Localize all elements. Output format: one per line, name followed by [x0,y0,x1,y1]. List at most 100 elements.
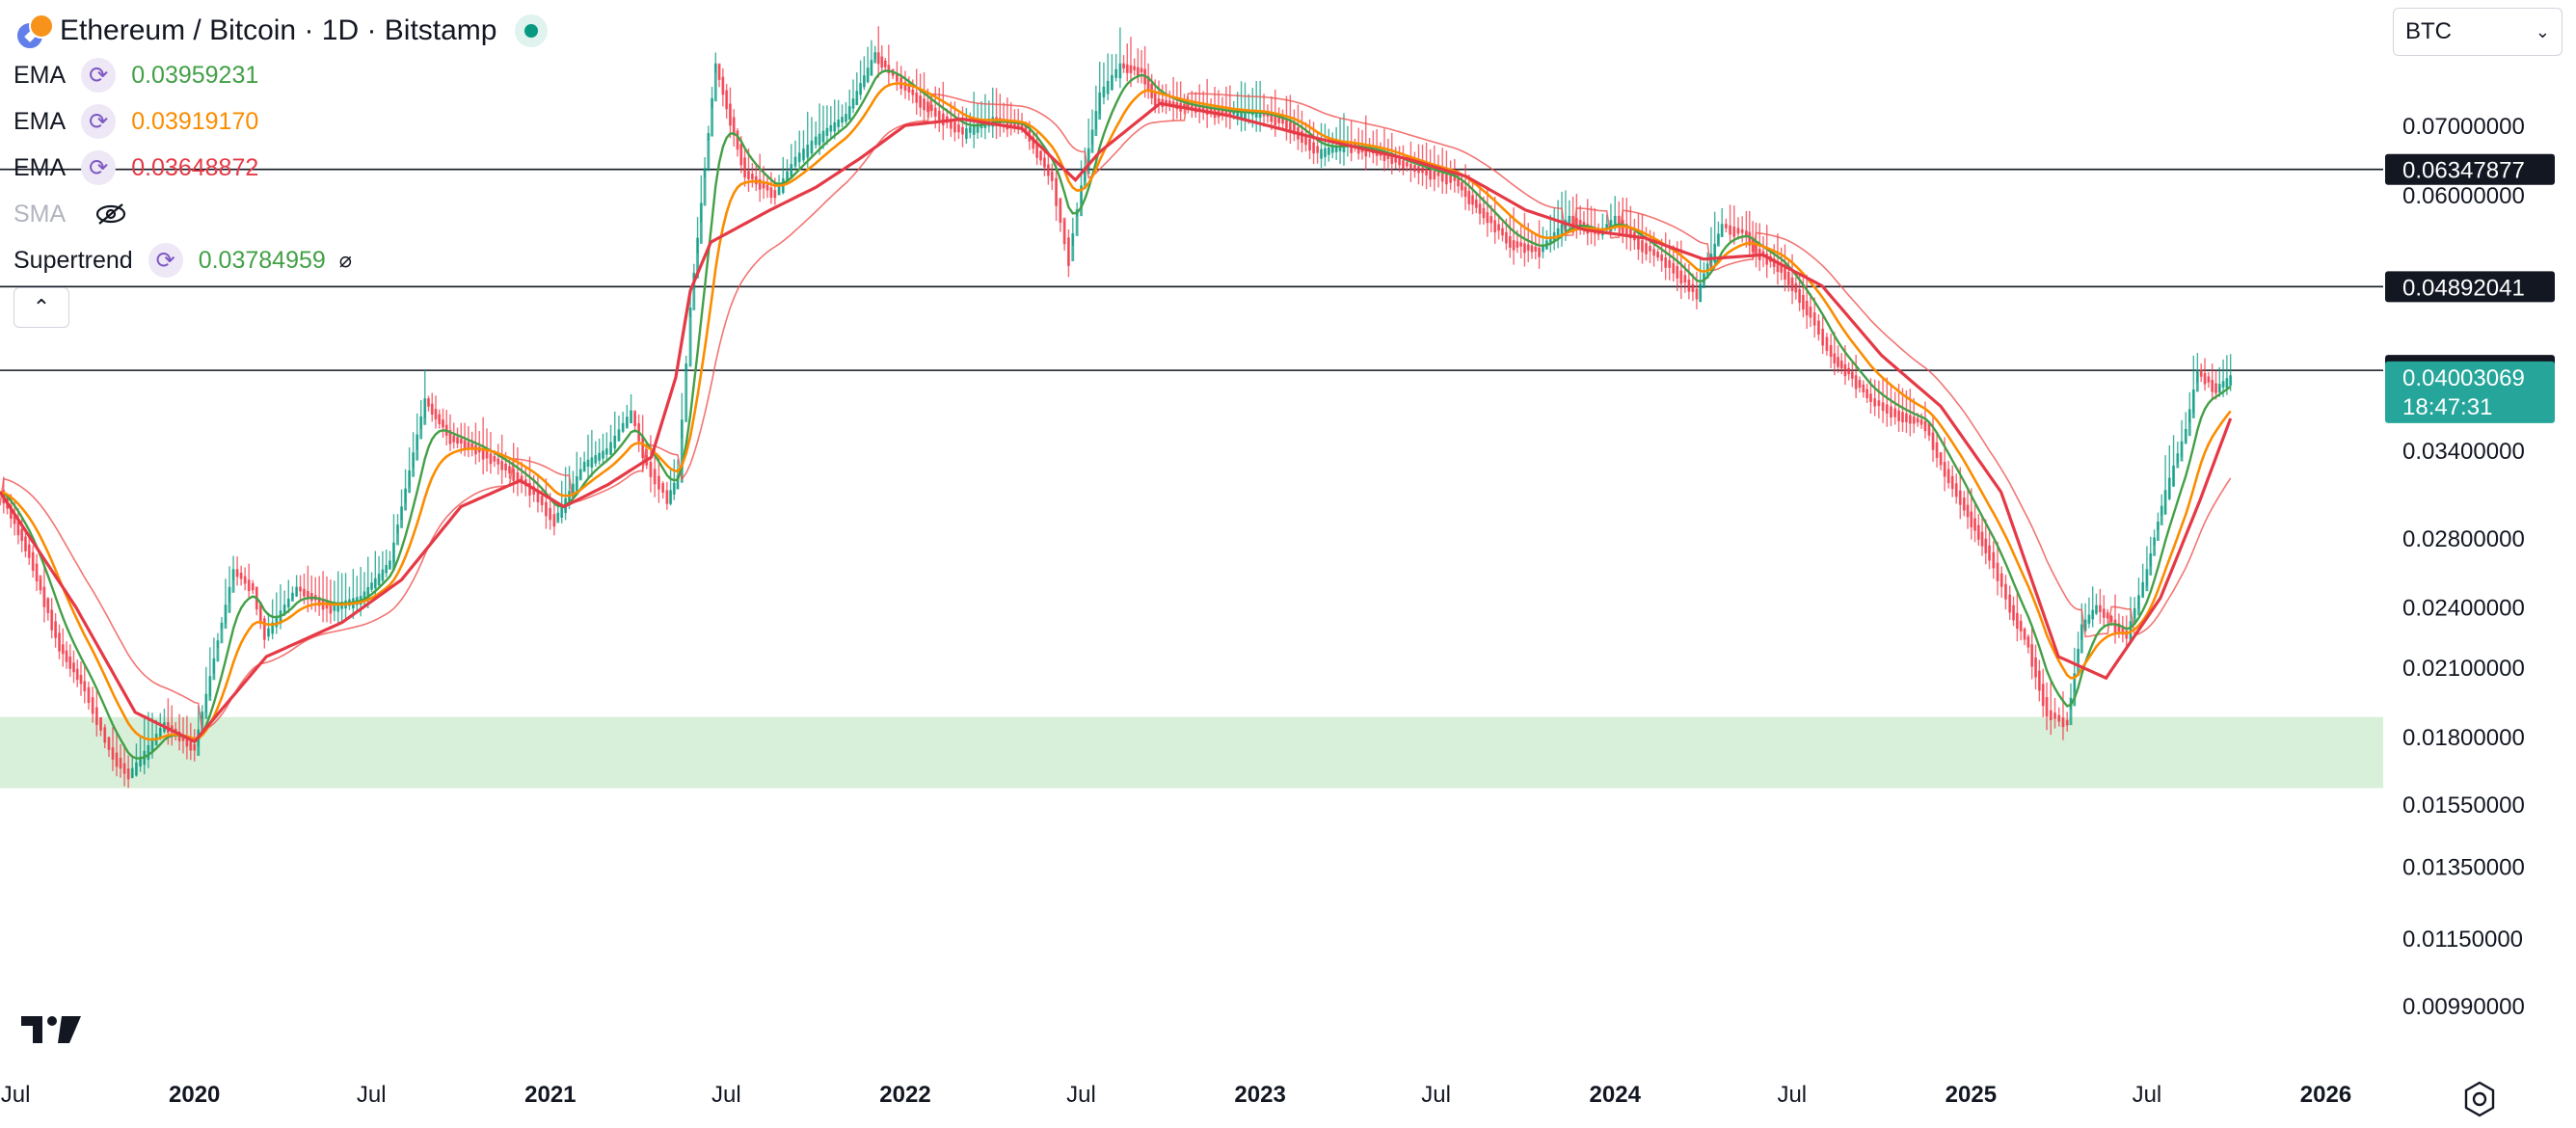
collapse-legend-button[interactable]: ⌃ [13,287,69,328]
gear-icon[interactable] [2460,1080,2499,1118]
indicator-settings-icon[interactable]: ⟳ [81,150,117,185]
candle-body [24,536,27,551]
candle-body [1847,367,1851,375]
candle-body [1071,232,1075,262]
last-price-label: 0.04003069 [2402,365,2525,391]
tradingview-logo-icon[interactable] [19,1012,83,1047]
candle-body [1652,249,1655,256]
candle-body [1984,538,1988,553]
candle-body [961,126,964,135]
currency-select[interactable]: BTC ⌄ [2393,8,2563,56]
candle-body [452,435,456,443]
candle-body [829,124,833,132]
candle-body [1935,442,1939,458]
candle-body [2037,670,2041,691]
candle-body [621,422,625,432]
candle-body [1839,361,1843,369]
candle-body [1460,182,1463,191]
candle-body [286,598,290,608]
candle-body [1679,270,1683,284]
candle-body [1908,415,1912,424]
candle-body [1833,353,1837,363]
candle-body [739,144,743,166]
indicator-settings-icon[interactable]: ⟳ [148,243,183,278]
candle-body [366,586,370,601]
candle-body [333,604,336,611]
indicator-supertrend[interactable]: Supertrend ⟳ 0.03784959 ⌀ [13,237,548,283]
candle-body [1157,98,1161,103]
indicator-sma-hidden[interactable]: SMA [13,191,548,237]
candle-body [1931,432,1935,450]
candle-body [75,668,79,681]
symbol-title-row[interactable]: ◆ Ethereum / Bitcoin · 1D · Bitstamp [13,10,548,52]
candle-body [1516,241,1519,248]
candle-body [400,506,403,528]
candle-body [158,728,162,739]
candle-body [545,501,548,517]
candle-body [2102,608,2106,618]
eye-off-icon[interactable] [94,202,127,226]
indicator-name: EMA [13,153,67,181]
indicator-settings-icon[interactable]: ⟳ [81,104,117,139]
candle-body [1320,148,1323,159]
candle-body [31,551,35,571]
indicator-name: SMA [13,200,67,228]
candle-body [1338,145,1342,151]
candle-body [1075,209,1079,236]
candle-body [2187,409,2191,437]
candle-body [50,609,54,631]
y-tick-label: 0.02100000 [2402,656,2525,682]
candle-body [837,120,841,127]
candle-body [1467,191,1471,204]
symbol-title[interactable]: Ethereum / Bitcoin · 1D · Bitstamp [60,14,497,46]
candle-body [1201,106,1205,113]
indicator-ema-2[interactable]: EMA ⟳ 0.03919170 [13,98,548,145]
candle-body [1228,110,1232,117]
candle-body [493,456,496,462]
indicator-value: 0.03648872 [131,153,259,181]
candle-body [419,416,423,440]
candle-body [139,756,142,767]
candle-body [1729,225,1731,235]
indicator-ema-3[interactable]: EMA ⟳ 0.03648872 [13,145,548,191]
candle-body [103,727,107,743]
candle-body [2012,604,2015,621]
candle-body [1817,320,1820,336]
candle-body [271,622,275,634]
candle-body [676,475,680,490]
candle-body [189,740,193,751]
candle-body [1542,244,1544,253]
candle-body [251,582,255,591]
candle-body [602,450,604,459]
candle-body [336,603,340,612]
candle-body [873,52,877,64]
candle-body [528,482,531,496]
candle-body [1425,168,1428,175]
level-price-tag [2385,153,2555,185]
candle-body [661,483,665,494]
candle-body [212,658,216,681]
candle-body [2004,583,2007,600]
candle-body [459,438,463,444]
candle-body [1102,86,1106,98]
candle-body [1350,143,1354,153]
candle-body [1016,121,1020,128]
candle-body [1798,288,1802,304]
candle-body [1254,110,1258,118]
candle-body [1672,262,1676,274]
candle-body [2023,629,2026,640]
candle-body [1281,119,1284,124]
candle-body [2180,441,2184,462]
candle-body [1976,524,1980,540]
indicator-settings-icon[interactable]: ⟳ [81,58,117,93]
candle-body [1083,167,1087,190]
candle-body [1046,164,1050,176]
candle-body [665,490,669,504]
indicator-ema-1[interactable]: EMA ⟳ 0.03959231 [13,52,548,98]
candle-body [1312,142,1315,154]
candle-body [427,398,430,407]
candle-body [717,63,721,80]
candle-body [2041,684,2045,707]
candle-body [147,744,150,760]
